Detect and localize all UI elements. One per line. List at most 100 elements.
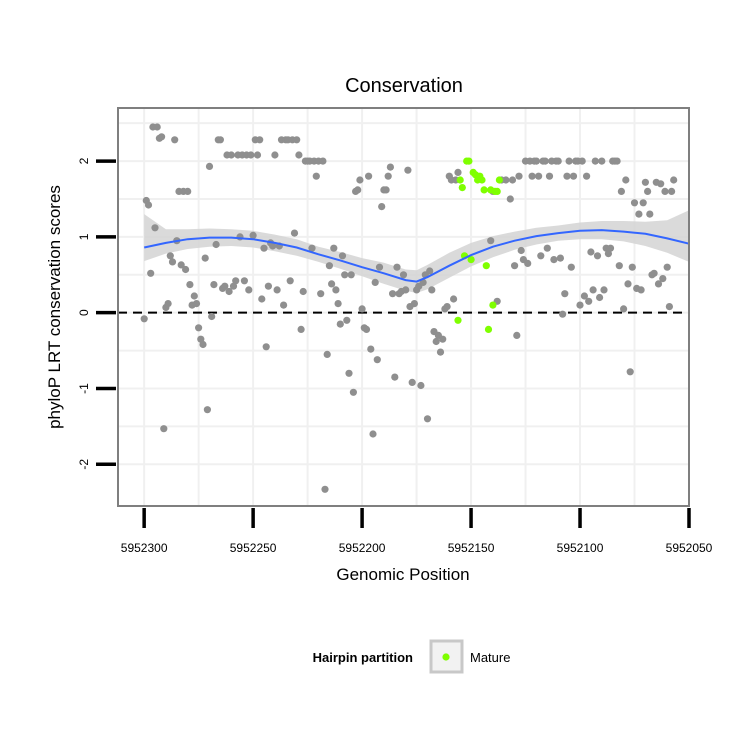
- point: [208, 312, 216, 321]
- mature-point: [489, 301, 497, 309]
- point: [280, 301, 288, 309]
- mature-point: [480, 186, 488, 194]
- mature-point: [482, 262, 490, 270]
- y-tick-label: -2: [77, 459, 91, 470]
- y-axis: -2 -1 0 1 2: [77, 157, 116, 470]
- y-tick-label: 1: [77, 233, 91, 240]
- point: [532, 157, 541, 165]
- point: [356, 176, 364, 184]
- point: [541, 157, 549, 165]
- point: [604, 250, 613, 258]
- point: [515, 172, 523, 180]
- panel-border: [117, 107, 690, 507]
- point: [258, 295, 266, 303]
- point: [369, 430, 377, 438]
- point: [312, 172, 320, 180]
- point: [630, 199, 639, 207]
- point: [580, 292, 589, 300]
- point: [436, 348, 445, 356]
- mature-point: [458, 184, 466, 192]
- point: [221, 282, 229, 290]
- point: [262, 343, 270, 351]
- point: [336, 320, 344, 328]
- smooth-line: [143, 229, 690, 283]
- chart-title: Conservation: [345, 75, 463, 97]
- point: [626, 368, 634, 376]
- point: [644, 187, 652, 195]
- point: [583, 172, 591, 180]
- ribbon-area: [144, 210, 689, 293]
- point: [367, 345, 375, 353]
- point: [186, 281, 194, 289]
- point: [561, 290, 569, 298]
- point: [389, 290, 397, 298]
- point: [216, 136, 224, 144]
- point: [273, 286, 281, 294]
- point: [576, 301, 584, 309]
- point: [659, 275, 667, 283]
- point: [153, 123, 161, 131]
- point: [144, 201, 153, 209]
- point: [545, 172, 554, 180]
- point: [240, 277, 248, 285]
- point: [343, 316, 351, 324]
- point: [646, 210, 654, 218]
- point: [345, 369, 353, 377]
- mature-point: [456, 176, 464, 184]
- point: [661, 187, 669, 195]
- point: [617, 187, 626, 195]
- point: [164, 300, 172, 308]
- point: [338, 252, 347, 260]
- legend-title: Hairpin partition: [313, 650, 413, 665]
- point: [168, 258, 177, 266]
- point: [177, 261, 185, 269]
- point: [399, 271, 408, 279]
- point: [439, 335, 447, 343]
- y-tick-label: 2: [77, 157, 91, 164]
- point: [443, 303, 451, 311]
- point: [454, 168, 462, 176]
- point: [502, 176, 510, 184]
- confidence-ribbon: [144, 210, 689, 293]
- point: [382, 186, 390, 194]
- point: [371, 278, 379, 286]
- point: [615, 262, 623, 270]
- point: [668, 187, 676, 195]
- point: [199, 340, 207, 349]
- point: [613, 157, 621, 165]
- point: [347, 271, 355, 279]
- point: [528, 172, 536, 180]
- legend-mature-point: [442, 653, 450, 661]
- point: [201, 254, 209, 262]
- y-axis-title: phyloP LRT conservation scores: [45, 185, 64, 429]
- point: [260, 244, 268, 252]
- point: [349, 388, 357, 396]
- point: [264, 282, 272, 290]
- point: [229, 282, 238, 290]
- point: [182, 265, 190, 274]
- point: [596, 293, 604, 302]
- point: [205, 162, 214, 170]
- point: [203, 406, 211, 414]
- point: [637, 286, 645, 294]
- point: [563, 172, 571, 180]
- point: [432, 337, 440, 346]
- point: [569, 172, 578, 180]
- point: [375, 263, 384, 271]
- point: [160, 425, 168, 433]
- point: [513, 331, 521, 339]
- point: [256, 136, 264, 144]
- point: [393, 263, 401, 271]
- point: [225, 287, 233, 296]
- smooth-curve: [143, 229, 690, 283]
- point: [253, 151, 262, 159]
- point: [232, 277, 240, 285]
- point: [487, 237, 495, 245]
- point: [140, 315, 148, 323]
- point: [665, 303, 674, 311]
- point: [510, 262, 519, 270]
- point: [386, 163, 394, 171]
- point: [190, 292, 198, 300]
- point: [323, 350, 331, 358]
